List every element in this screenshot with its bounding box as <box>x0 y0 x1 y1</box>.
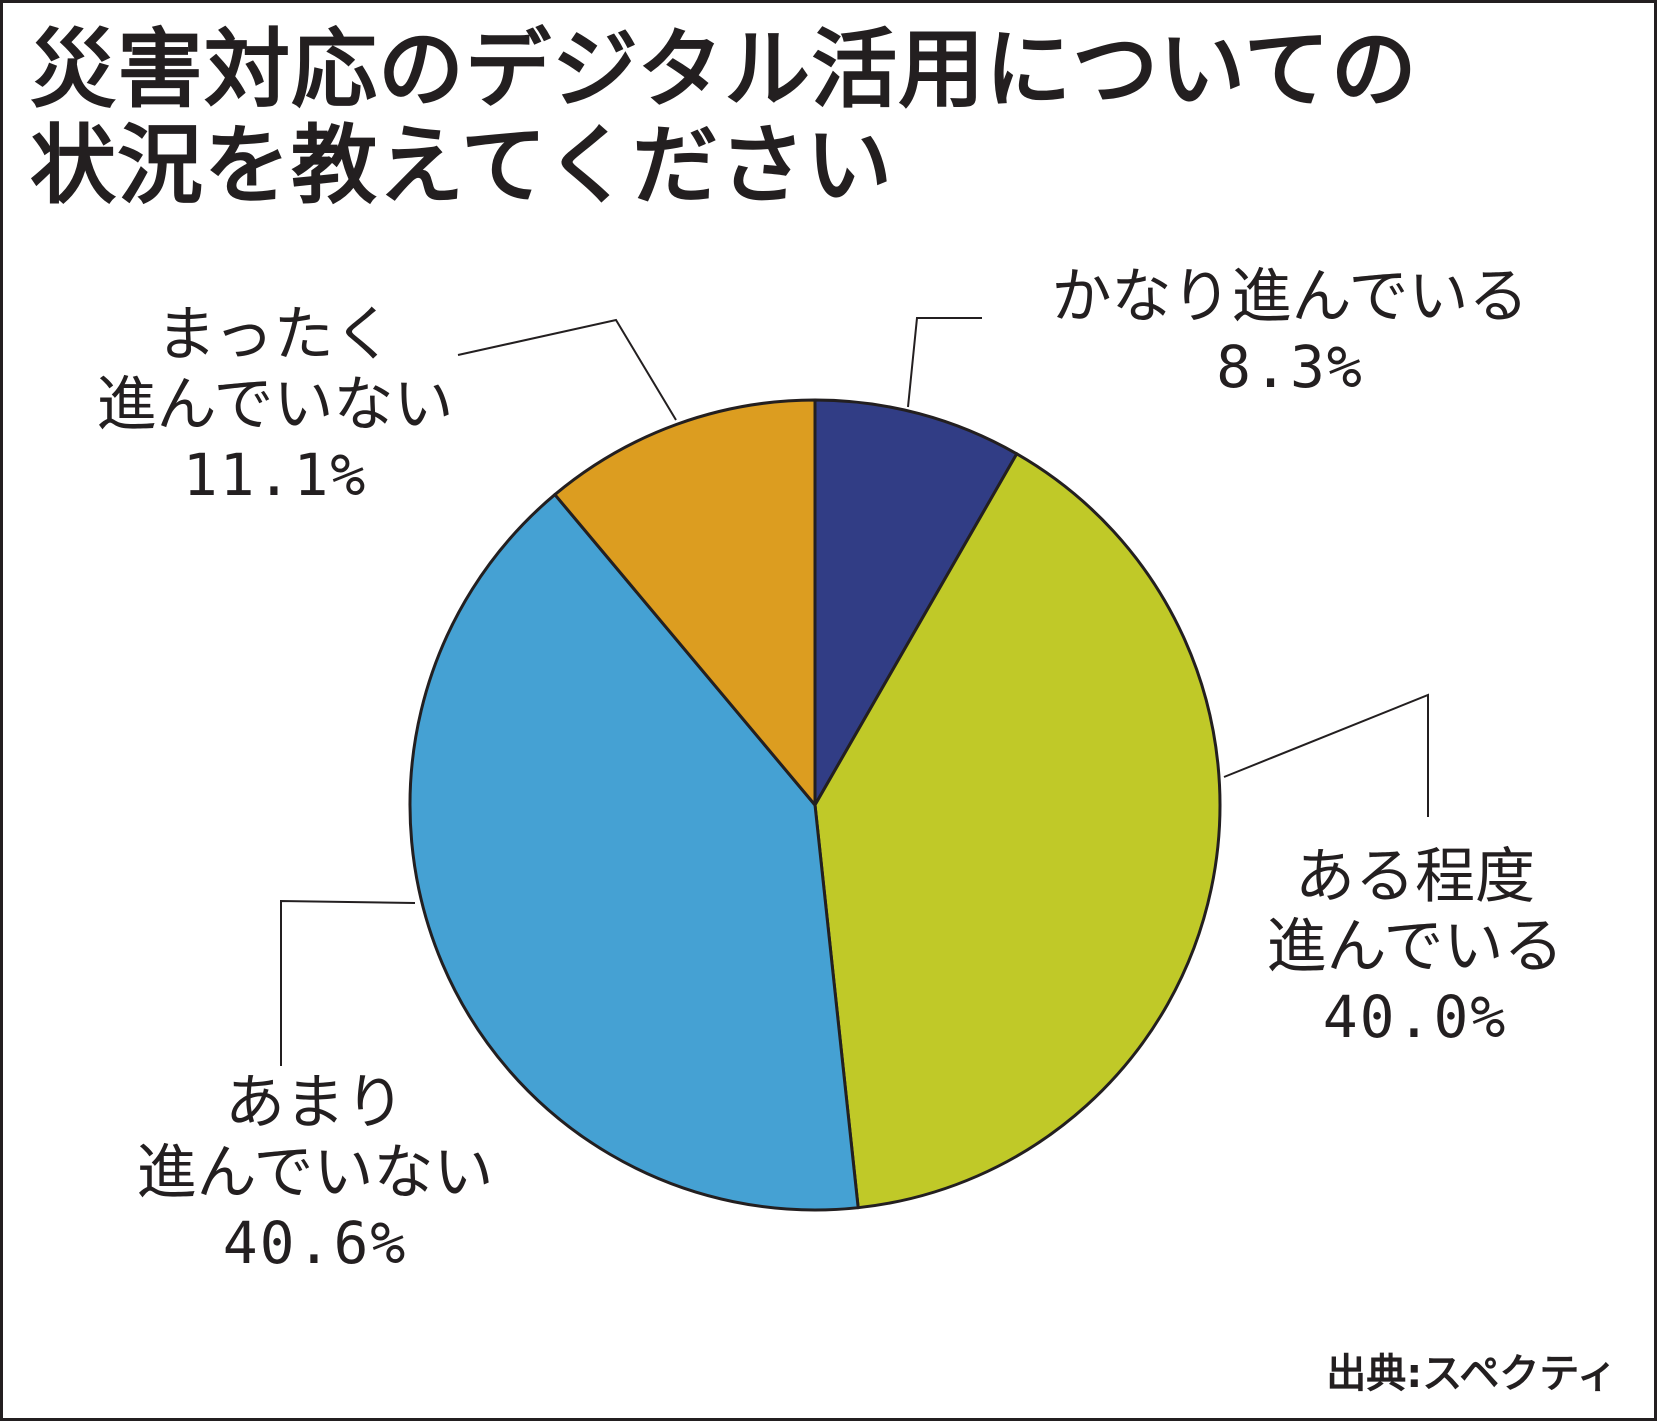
leader-line-mattaku <box>457 318 677 421</box>
chart-title-line-1: 災害対応のデジタル活用についての <box>30 20 1418 120</box>
slice-value-label: 8.3% <box>1216 333 1364 401</box>
slice-label-text: あまり <box>225 1068 405 1138</box>
pie-slices <box>408 398 1222 1212</box>
slice-label-text: かなり進んでいる <box>1051 262 1529 332</box>
pie-slice-0 <box>813 398 1019 807</box>
slice-value-label: 40.0% <box>1322 983 1508 1051</box>
slice-label-kanari: かなり進んでいる 8.3% <box>980 262 1600 402</box>
leader-line-kanari <box>907 317 982 408</box>
slice-label-aruteido: ある程度 進んでいる 40.0% <box>1225 842 1605 1052</box>
chart-title: 災害対応のデジタル活用についての 状況を教えてください <box>30 22 1418 214</box>
pie-slice-1 <box>813 452 1222 1210</box>
slice-label-text: 進んでいない <box>96 370 454 440</box>
source-credit: 出典:スペクティ <box>1326 1351 1617 1397</box>
slice-value-label: 11.1% <box>182 441 368 509</box>
slice-label-text: まったく <box>156 300 394 370</box>
slice-value-label: 40.6% <box>222 1209 408 1277</box>
leader-line-amari <box>280 899 416 1066</box>
slice-label-text: 進んでいる <box>1266 912 1564 982</box>
chart-title-line-2: 状況を教えてください <box>30 116 894 216</box>
slice-label-text: ある程度 <box>1295 842 1535 912</box>
leader-line-aruteido <box>1223 693 1429 817</box>
slice-label-mattaku: まったく 進んでいない 11.1% <box>50 300 500 510</box>
slice-label-text: 進んでいない <box>136 1138 494 1208</box>
pie-slice-3 <box>553 398 817 807</box>
leader-lines <box>280 317 1429 1066</box>
pie-slice-2 <box>408 493 860 1212</box>
slice-label-amari: あまり 進んでいない 40.6% <box>90 1068 540 1278</box>
